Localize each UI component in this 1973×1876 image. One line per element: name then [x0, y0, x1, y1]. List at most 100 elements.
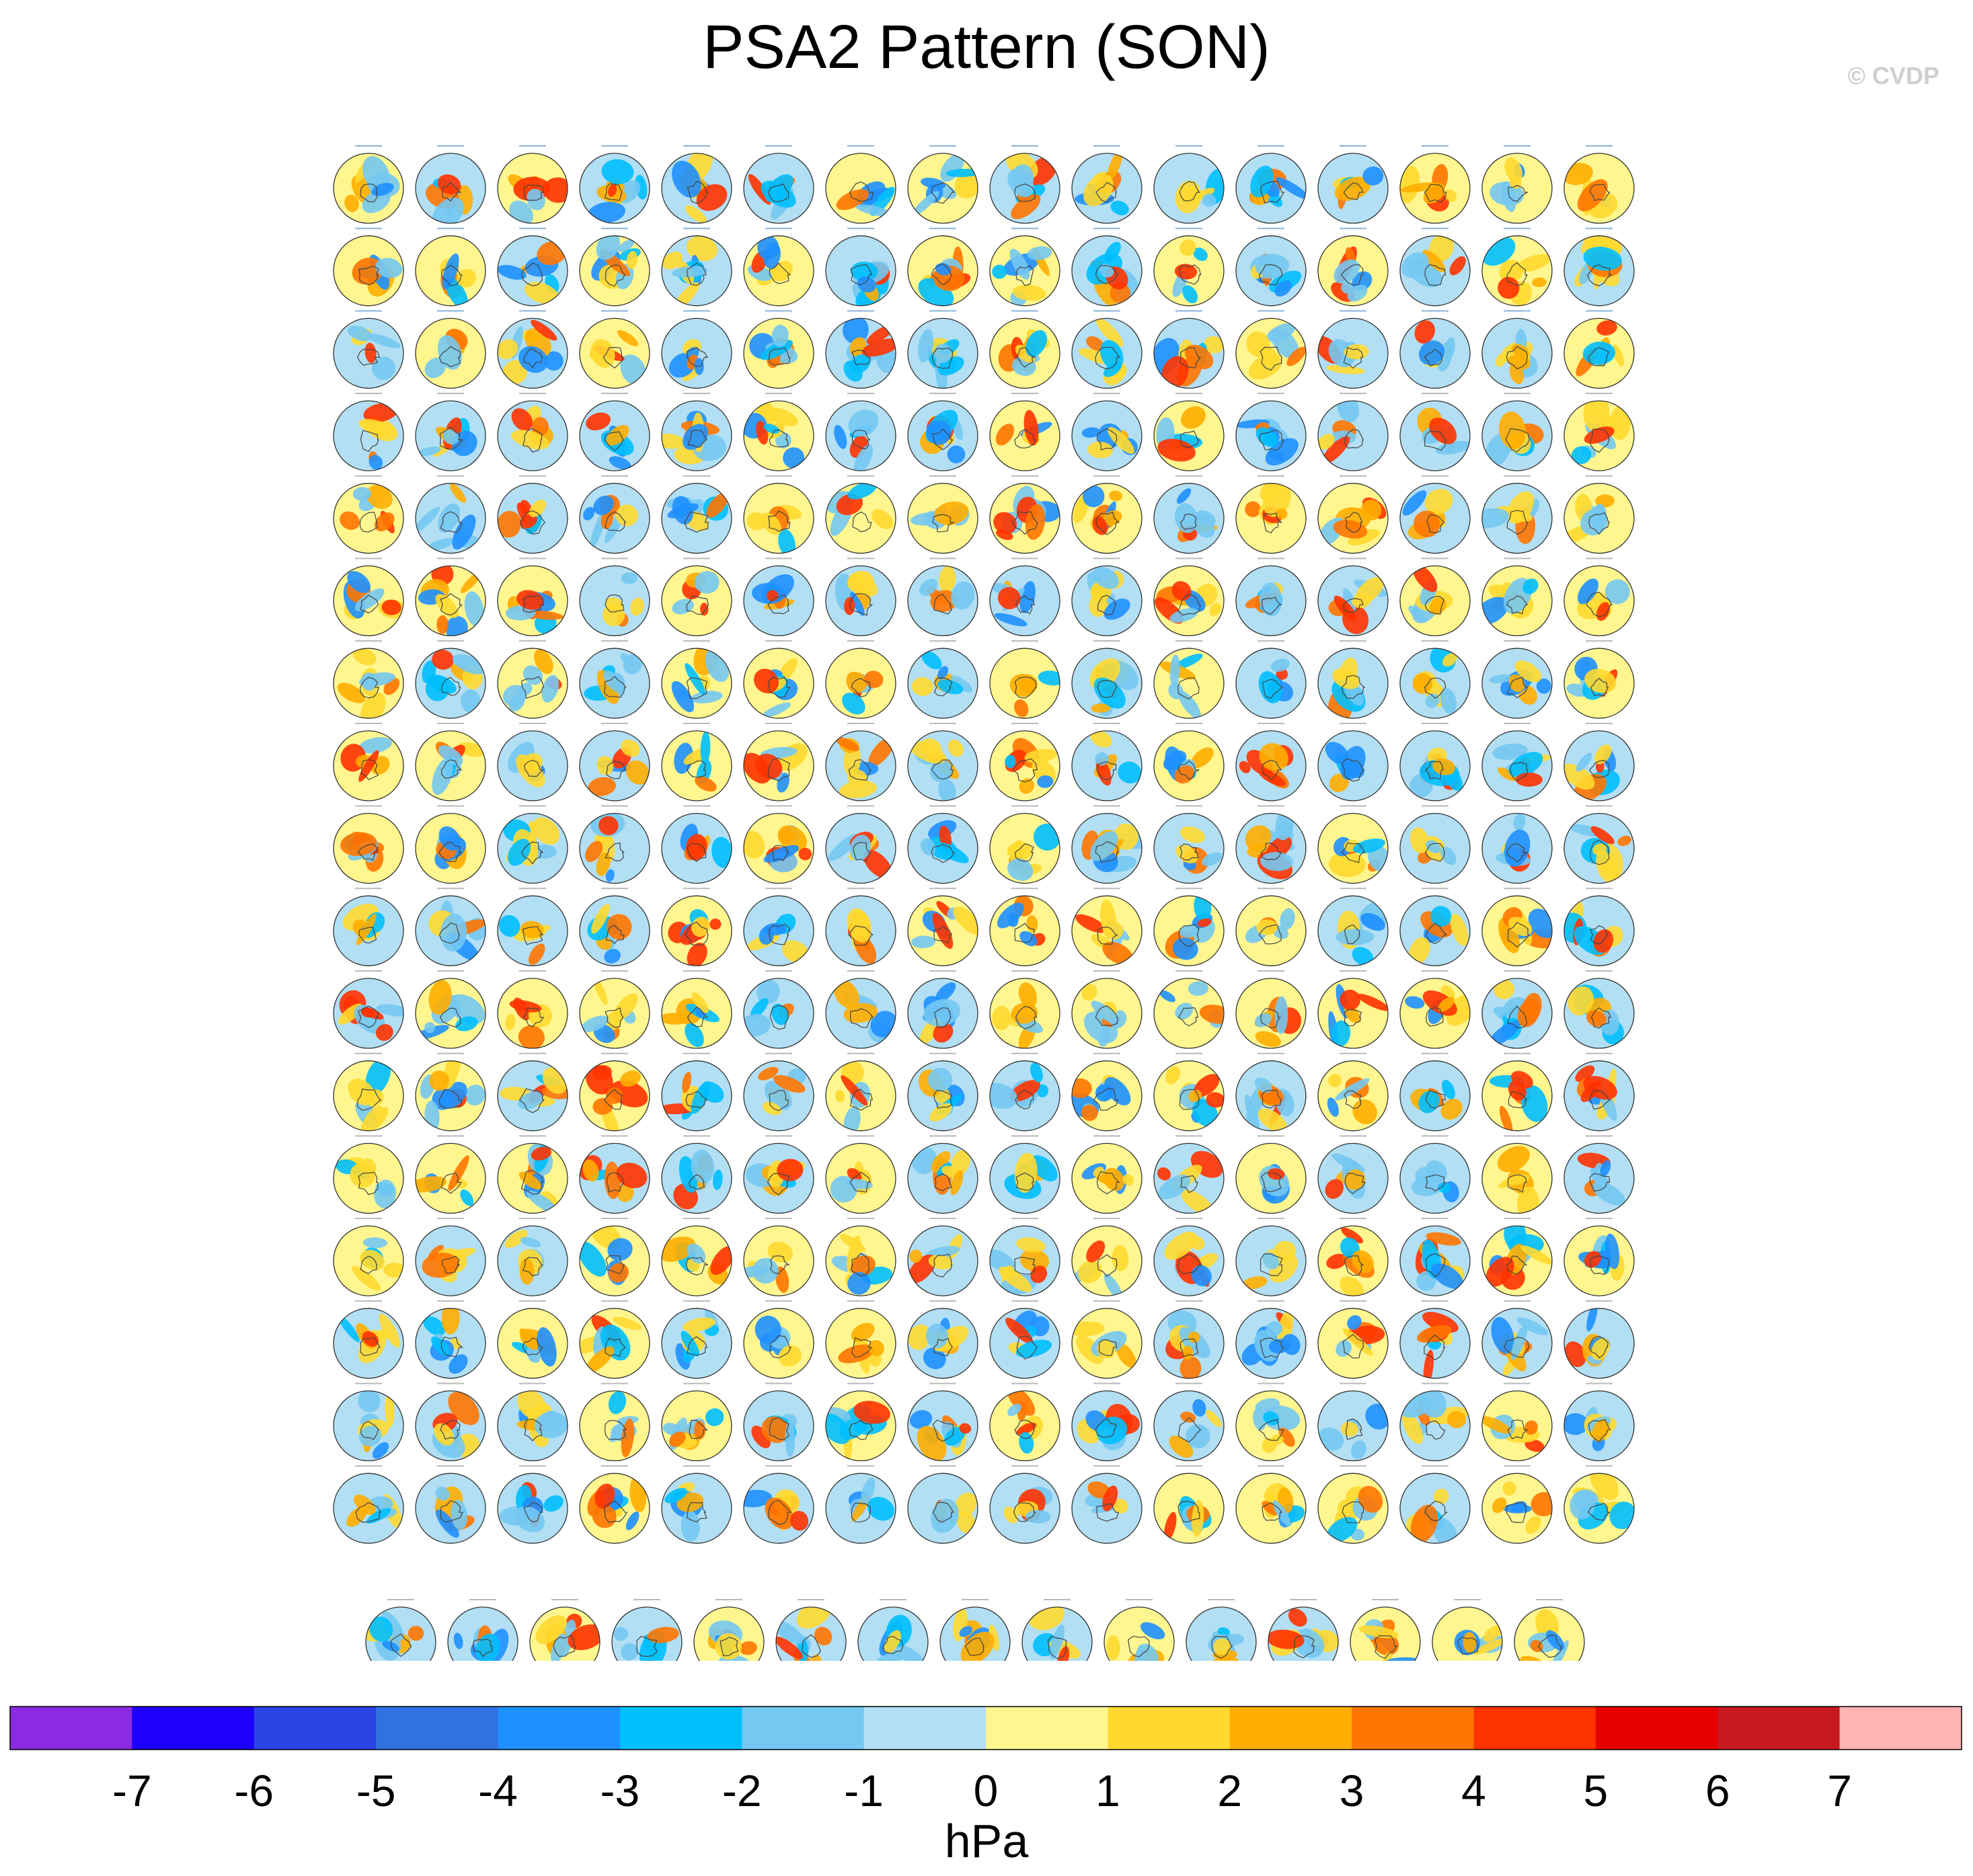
pattern-panel: [1563, 1052, 1635, 1132]
pattern-panel: [1235, 970, 1307, 1049]
pattern-panel: [989, 475, 1060, 554]
pattern-panel: [415, 557, 486, 637]
pattern-panel: [497, 805, 568, 884]
pattern-panel: [579, 1300, 650, 1379]
pattern-panel: [1235, 1382, 1307, 1462]
pattern-panel: [907, 805, 978, 884]
pattern-panel: [1399, 557, 1471, 637]
pattern-panel: [825, 888, 896, 966]
pattern-panel: [1153, 1218, 1225, 1296]
colorbar-bin: [1839, 1707, 1962, 1750]
pattern-panel: [497, 227, 568, 307]
pattern-panel: [1235, 1465, 1307, 1544]
colorbar-tick-label: 4: [1461, 1766, 1486, 1815]
pattern-panel: [825, 805, 896, 884]
pattern-panel: [989, 722, 1060, 802]
pattern-panel: [1563, 557, 1635, 637]
pattern-panel: [497, 640, 568, 719]
pattern-panel: [1399, 970, 1471, 1049]
colorbar-tick-label: 3: [1340, 1766, 1364, 1815]
pattern-panel: [743, 1382, 814, 1462]
colorbar-bin: [1229, 1707, 1352, 1750]
pattern-panel: [1071, 1465, 1143, 1544]
pattern-panel: [989, 227, 1060, 307]
pattern-panel: [1153, 1465, 1225, 1544]
pattern-panel: [989, 1382, 1060, 1462]
pattern-panel: [333, 722, 404, 802]
colorbar: -7 -6 -5 -4 -3 -2 -1 0 1 2 3 4 5 6 7 hPa: [9, 1706, 1962, 1867]
pattern-panel: [1235, 1218, 1307, 1296]
pattern-panel: [1481, 393, 1553, 471]
pattern-panel: [661, 1465, 732, 1544]
pattern-panel: [907, 310, 978, 389]
pattern-panel: [333, 557, 404, 637]
pattern-panel: [1071, 557, 1143, 637]
pattern-panel: [825, 1382, 896, 1462]
pattern-panel: [333, 1465, 404, 1544]
pattern-panel: [1399, 1135, 1471, 1214]
pattern-panel: [1317, 970, 1389, 1049]
pattern-panel: [333, 888, 404, 966]
pattern-panel: [1153, 640, 1225, 719]
colorbar-bin: [986, 1707, 1108, 1750]
pattern-panel: [1153, 557, 1225, 637]
colorbar-bin: [132, 1707, 255, 1750]
pattern-panel: [1481, 227, 1553, 307]
pattern-panel: [857, 1599, 929, 1661]
pattern-panel: [415, 970, 486, 1049]
pattern-panel: [907, 227, 978, 307]
pattern-panel: [989, 1135, 1060, 1214]
pattern-panel: [1317, 145, 1389, 224]
pattern-panel: [825, 557, 896, 637]
pattern-panel: [415, 310, 486, 389]
pattern-panel: [1563, 1300, 1635, 1379]
pattern-panel: [939, 1599, 1011, 1661]
pattern-panel: [661, 640, 732, 719]
pattern-panel: [1563, 970, 1635, 1049]
cvdp-watermark: © CVDP: [1847, 62, 1939, 89]
pattern-panel: [1481, 1465, 1553, 1544]
pattern-panel: [743, 227, 814, 307]
pattern-panel: [1317, 722, 1389, 802]
pattern-panel: [1071, 1300, 1143, 1379]
pattern-panel: [579, 1465, 650, 1544]
colorbar-bin: [1595, 1707, 1718, 1750]
pattern-panel: [1071, 722, 1143, 802]
pattern-panel: [907, 970, 978, 1049]
pattern-panel: [825, 145, 896, 224]
pattern-panel: [1071, 1218, 1143, 1296]
pattern-panel: [333, 310, 404, 389]
pattern-panel: [1563, 475, 1635, 554]
pattern-panel: [743, 888, 814, 966]
pattern-panel: [1563, 722, 1635, 802]
pattern-panel: [579, 145, 650, 224]
pattern-panel: [825, 1218, 896, 1296]
pattern-panel: [661, 227, 732, 307]
pattern-panel: [743, 475, 814, 554]
pattern-panel: [1317, 1300, 1389, 1379]
colorbar-bin: [376, 1707, 498, 1750]
pattern-panel: [497, 970, 568, 1049]
pattern-panel: [1481, 475, 1553, 554]
pattern-panel: [743, 145, 814, 224]
pattern-panel: [1399, 722, 1471, 802]
colorbar-tick-label: -3: [601, 1766, 640, 1815]
pattern-panel: [989, 1052, 1060, 1132]
colorbar-bin: [742, 1707, 865, 1750]
pattern-panel: [907, 1300, 978, 1379]
colorbar-bin: [1108, 1707, 1231, 1750]
pattern-panel: [579, 227, 650, 307]
colorbar-tick-label: 1: [1095, 1766, 1120, 1815]
pattern-panel: [1399, 1300, 1471, 1379]
pattern-panel: [1235, 310, 1307, 389]
pattern-panel: [743, 1135, 814, 1214]
pattern-panel: [579, 393, 650, 471]
colorbar-bin: [863, 1707, 986, 1750]
colorbar-tick-label: 7: [1827, 1766, 1852, 1815]
pattern-panel: [1186, 1599, 1257, 1661]
pattern-panel: [743, 722, 814, 802]
pattern-panel: [1235, 640, 1307, 719]
pattern-panel: [1563, 1135, 1635, 1214]
pattern-panel: [415, 1382, 486, 1462]
pattern-panel: [415, 805, 486, 884]
